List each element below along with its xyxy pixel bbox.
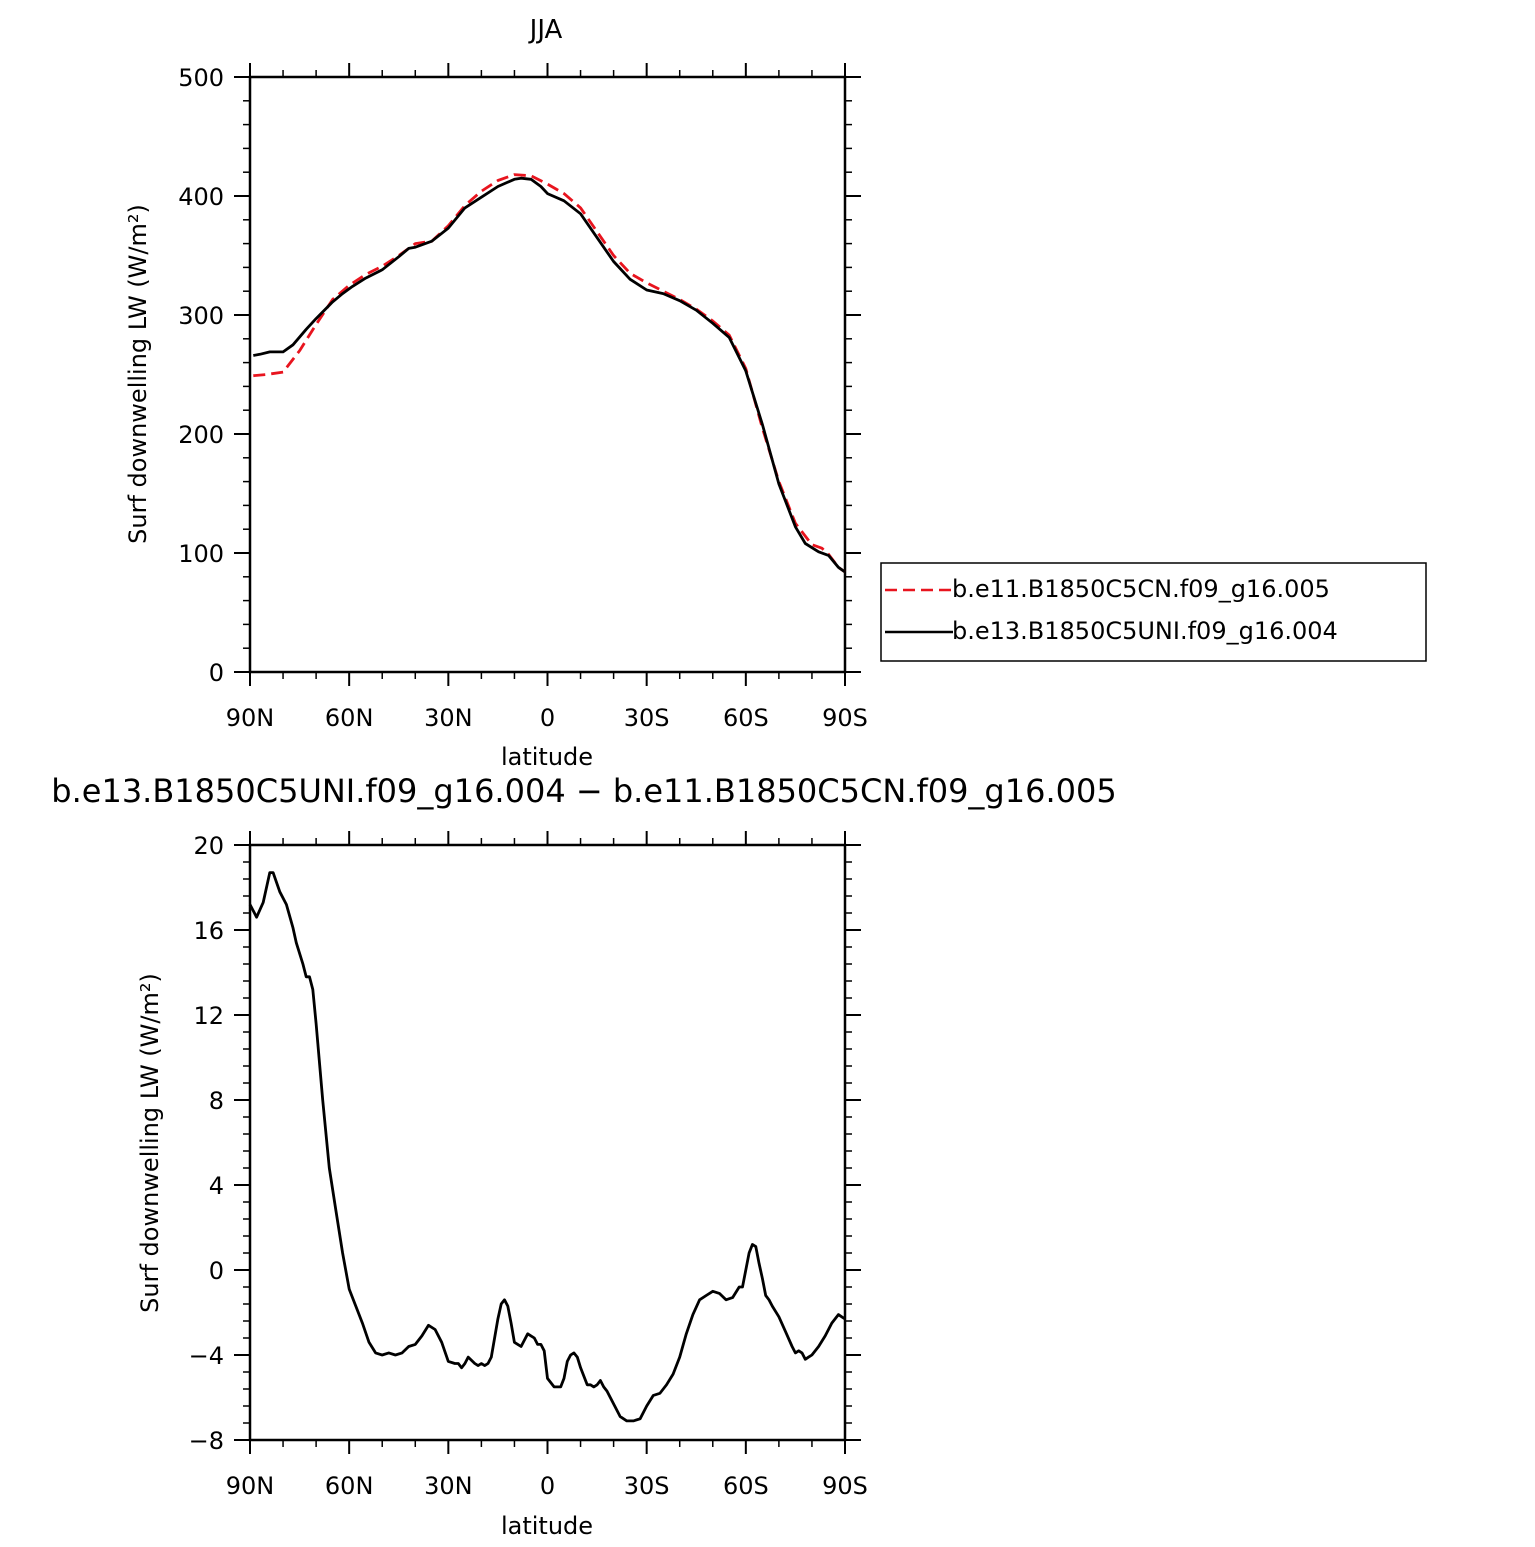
y-tick-label: 300	[178, 302, 224, 330]
panel-1-y-axis-label: Surf downwelling LW (W/m²)	[124, 204, 152, 544]
panel-1-x-axis-label: latitude	[501, 743, 593, 771]
panel-2-y-axis-label: Surf downwelling LW (W/m²)	[136, 973, 164, 1313]
series-line-1	[253, 173, 846, 574]
panel-1-y-tick-labels: 0 100 200 300 400 500	[178, 64, 224, 687]
panel-1-series	[253, 173, 846, 574]
legend-box	[880, 562, 1427, 662]
series-line-1	[248, 871, 846, 1423]
x-tick-label: 60N	[325, 704, 374, 732]
panel-2-x-tick-labels: 90N 60N 30N 0 30S 60S 90S	[226, 1472, 868, 1500]
x-tick-label: 30N	[424, 1472, 473, 1500]
y-tick-label: 400	[178, 183, 224, 211]
x-tick-label: 90N	[226, 704, 275, 732]
y-tick-label: 0	[209, 1257, 224, 1285]
x-tick-label: 0	[540, 704, 555, 732]
y-tick-label: 4	[209, 1172, 224, 1200]
panel-1: JJA 90N 60N 30N 0 30S 60S 90S 0 100 200 300 400 500…	[124, 15, 1427, 771]
x-tick-label: 60S	[723, 704, 769, 732]
x-tick-label: 90S	[822, 704, 868, 732]
y-tick-label: 16	[193, 917, 224, 945]
panel-1-ticks	[234, 63, 861, 686]
x-tick-label: 0	[540, 1472, 555, 1500]
panel-1-plot-frame	[248, 75, 847, 674]
x-tick-label: 30S	[624, 704, 670, 732]
y-tick-label: 8	[209, 1087, 224, 1115]
x-tick-label: 60S	[723, 1472, 769, 1500]
y-tick-label: 500	[178, 64, 224, 92]
panel-1-title: JJA	[528, 15, 563, 45]
panel-1-x-tick-labels: 90N 60N 30N 0 30S 60S 90S	[226, 704, 868, 732]
y-tick-label: 20	[193, 832, 224, 860]
y-tick-label: 0	[209, 659, 224, 687]
panel-2-series	[248, 871, 846, 1423]
x-tick-label: 90N	[226, 1472, 275, 1500]
panel-2: b.e13.B1850C5UNI.f09_g16.004 − b.e11.B18…	[51, 772, 1116, 1540]
x-tick-label: 90S	[822, 1472, 868, 1500]
y-tick-label: 200	[178, 421, 224, 449]
series-line-2	[253, 176, 846, 574]
panel-2-title: b.e13.B1850C5UNI.f09_g16.004 − b.e11.B18…	[51, 772, 1116, 810]
y-tick-label: −8	[189, 1427, 224, 1455]
y-tick-label: 100	[178, 540, 224, 568]
legend-label-1: b.e11.B1850C5CN.f09_g16.005	[952, 575, 1330, 603]
panel-2-plot-frame	[248, 843, 847, 1442]
panel-2-x-axis-label: latitude	[501, 1512, 593, 1540]
y-tick-label: −4	[189, 1342, 224, 1370]
y-tick-label: 12	[193, 1002, 224, 1030]
x-tick-label: 30N	[424, 704, 473, 732]
x-tick-label: 60N	[325, 1472, 374, 1500]
legend: b.e11.B1850C5CN.f09_g16.005 b.e13.B1850C…	[880, 562, 1427, 662]
x-tick-label: 30S	[624, 1472, 670, 1500]
legend-label-2: b.e13.B1850C5UNI.f09_g16.004	[952, 617, 1338, 645]
panel-2-ticks	[234, 831, 861, 1454]
panel-2-y-tick-labels: −8 −4 0 4 8 12 16 20	[189, 832, 224, 1455]
